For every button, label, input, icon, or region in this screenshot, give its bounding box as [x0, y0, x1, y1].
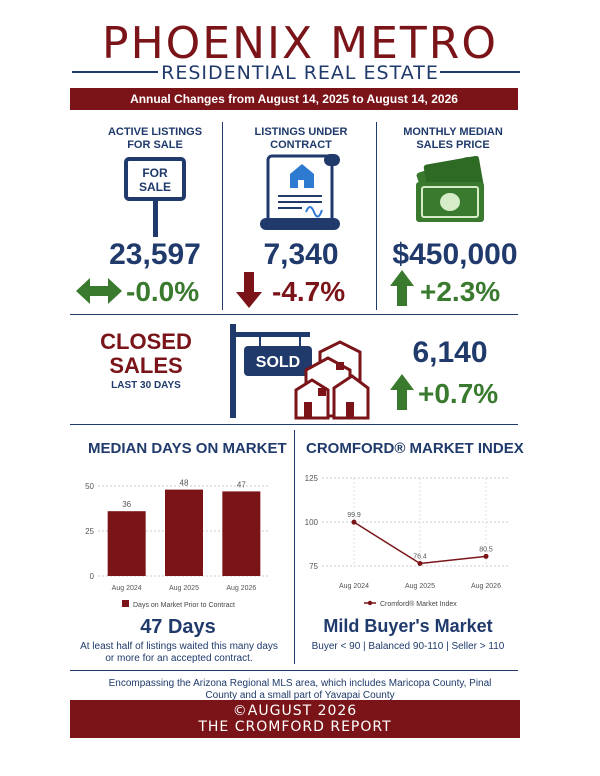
- date-range-banner: Annual Changes from August 14, 2025 to A…: [70, 88, 518, 110]
- days-on-market-caption: At least half of listings waited this ma…: [66, 641, 292, 665]
- caption-line: or more for an accepted contract.: [105, 653, 253, 664]
- data-label: 47: [237, 480, 246, 489]
- market-index-headline: Mild Buyer's Market: [323, 616, 493, 636]
- sold-sign-icon: SOLD: [230, 324, 312, 418]
- days-on-market-headline: 47 Days: [140, 616, 216, 638]
- note-line: County and a small part of Yavapai Count…: [205, 690, 395, 701]
- legend-label: Cromford® Market Index: [380, 600, 457, 608]
- closed-sales-change: +0.7%: [418, 378, 499, 409]
- for-sale-sign-icon: FOR SALE: [124, 157, 186, 237]
- legend-swatch-point: [367, 600, 373, 606]
- data-point: [417, 561, 423, 567]
- title-line: CLOSED: [100, 329, 192, 354]
- page-subtitle: RESIDENTIAL REAL ESTATE: [161, 62, 439, 84]
- under-contract-change: -4.7%: [272, 276, 346, 307]
- y-tick-label: 50: [85, 482, 94, 491]
- divider: [294, 430, 295, 664]
- divider: [70, 424, 518, 425]
- legend-swatch: [122, 600, 129, 607]
- y-tick-label: 75: [309, 562, 318, 571]
- active-listings-label: ACTIVE LISTINGS FOR SALE: [80, 126, 230, 152]
- label-line: LISTINGS UNDER: [254, 126, 348, 138]
- closed-sales-title: CLOSED SALES: [90, 330, 202, 378]
- active-listings-value: 23,597: [109, 238, 201, 271]
- sign-text: FOR: [142, 166, 168, 180]
- data-label: 99.9: [347, 512, 361, 519]
- divider: [222, 122, 223, 310]
- data-label: 36: [122, 500, 131, 509]
- days-on-market-chart: 0 25 50 36 Aug 2024 48 Aug 2025 47 Aug 2026 Days …: [85, 479, 270, 609]
- label-line: CONTRACT: [270, 139, 332, 151]
- data-label: 80.5: [479, 546, 493, 553]
- market-index-chart: 75 100 125 Aug 2024 Aug 2025 Aug 2026 99.9 76.4…: [305, 474, 510, 608]
- report-name: THE CROMFORD REPORT: [198, 719, 392, 735]
- down-arrow-icon: [236, 272, 262, 308]
- divider: [70, 314, 518, 315]
- divider: [70, 670, 518, 671]
- divider: [376, 122, 377, 310]
- money-icon: [416, 156, 485, 222]
- divider: [440, 71, 520, 73]
- up-arrow-icon: [390, 374, 414, 410]
- contract-document-icon: [260, 154, 340, 230]
- x-tick-label: Aug 2025: [169, 585, 199, 592]
- bar: [165, 489, 203, 576]
- market-index-title: CROMFORD® MARKET INDEX: [306, 440, 524, 457]
- double-arrow-icon: [76, 278, 122, 304]
- data-label: 76.4: [413, 554, 427, 561]
- copyright: ©AUGUST 2026: [232, 703, 358, 719]
- x-tick-label: Aug 2025: [405, 583, 435, 590]
- label-line: FOR SALE: [127, 139, 183, 151]
- sign-text: SALE: [139, 180, 171, 194]
- y-tick-label: 125: [305, 474, 319, 483]
- data-point: [351, 519, 357, 525]
- y-tick-label: 100: [305, 518, 319, 527]
- x-tick-label: Aug 2026: [471, 583, 501, 590]
- x-tick-label: Aug 2024: [339, 583, 369, 590]
- bar: [222, 491, 261, 576]
- divider: [72, 71, 158, 73]
- data-point: [483, 553, 489, 559]
- market-index-scale: Buyer < 90 | Balanced 90-110 | Seller > …: [311, 641, 505, 652]
- y-tick-label: 0: [90, 572, 95, 581]
- median-price-value: $450,000: [392, 238, 518, 271]
- x-tick-label: Aug 2026: [226, 585, 256, 592]
- sold-sign-text: SOLD: [256, 354, 300, 371]
- under-contract-label: LISTINGS UNDER CONTRACT: [226, 126, 376, 152]
- under-contract-value: 7,340: [263, 238, 339, 271]
- legend-label: Days on Market Prior to Contract: [133, 602, 235, 609]
- label-line: SALES PRICE: [416, 139, 490, 151]
- page-title: PHOENIX METRO: [102, 18, 498, 69]
- median-price-change: +2.3%: [420, 276, 501, 307]
- label-line: MONTHLY MEDIAN: [403, 126, 503, 138]
- days-on-market-title: MEDIAN DAYS ON MARKET: [88, 440, 287, 457]
- footer-banner: ©AUGUST 2026 THE CROMFORD REPORT: [70, 700, 520, 738]
- y-tick-label: 25: [85, 527, 94, 536]
- label-line: ACTIVE LISTINGS: [107, 126, 203, 138]
- closed-sales-period: LAST 30 DAYS: [111, 380, 181, 391]
- note-line: Encompassing the Arizona Regional MLS ar…: [108, 678, 492, 689]
- title-line: SALES: [109, 353, 183, 378]
- median-price-label: MONTHLY MEDIAN SALES PRICE: [378, 126, 528, 152]
- up-arrow-icon: [390, 270, 414, 306]
- coverage-note: Encompassing the Arizona Regional MLS ar…: [100, 678, 500, 702]
- closed-sales-value: 6,140: [412, 336, 488, 369]
- bar: [107, 511, 146, 576]
- caption-line: At least half of listings waited this ma…: [80, 641, 278, 652]
- houses-icon: [294, 340, 370, 420]
- data-label: 48: [180, 479, 189, 488]
- x-tick-label: Aug 2024: [112, 585, 142, 592]
- active-listings-change: -0.0%: [126, 276, 200, 307]
